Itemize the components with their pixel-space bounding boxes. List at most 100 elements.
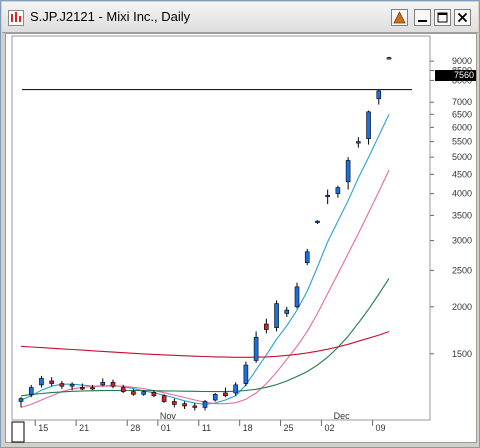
- candle-body: [131, 391, 136, 395]
- y-tick-label: 7000: [452, 97, 472, 107]
- plot-frame: [11, 35, 431, 421]
- window-title: S.JP.J2121 - Mixi Inc., Daily: [30, 9, 191, 24]
- candle: [69, 382, 75, 391]
- candle: [192, 402, 198, 411]
- scroll-handle: [11, 421, 25, 443]
- candle: [212, 392, 218, 402]
- candle: [182, 401, 187, 409]
- y-tick-label: 4500: [452, 169, 472, 179]
- candle-body: [59, 383, 65, 387]
- candle-body: [69, 383, 75, 387]
- x-tick-label: 02: [324, 423, 334, 433]
- candle: [294, 282, 300, 309]
- candle-body: [223, 392, 228, 397]
- candle-body: [161, 395, 167, 402]
- minimize-button[interactable]: [414, 9, 431, 26]
- x-tick-label: 25: [284, 423, 294, 433]
- candle-body: [274, 303, 279, 328]
- minimize-icon: [418, 20, 427, 22]
- candle: [274, 300, 279, 332]
- maximize-button[interactable]: [434, 9, 451, 26]
- ma-mid-line: [20, 169, 390, 408]
- close-icon: [457, 12, 468, 23]
- candle-body: [325, 194, 330, 198]
- candle-body: [28, 387, 34, 395]
- candle: [151, 390, 157, 398]
- candle: [49, 377, 54, 387]
- candle-body: [90, 387, 95, 390]
- candle-body: [304, 251, 310, 264]
- candle-body: [345, 160, 351, 183]
- candle: [141, 390, 146, 396]
- x-tick-label: 18: [243, 423, 253, 433]
- month-label: Nov: [160, 411, 177, 421]
- candle: [59, 380, 65, 389]
- candle-body: [100, 381, 106, 386]
- candle: [28, 384, 34, 398]
- candle-body: [39, 378, 44, 386]
- candle-body: [264, 323, 269, 330]
- alert-button[interactable]: [391, 9, 408, 26]
- candle: [386, 56, 392, 60]
- ma-fast-line: [20, 114, 390, 405]
- candle: [80, 383, 85, 391]
- x-tick-label: 28: [130, 423, 140, 433]
- y-tick-label: 9000: [452, 56, 472, 66]
- candle-body: [233, 384, 238, 394]
- ma-long-line: [20, 331, 390, 358]
- alert-triangle-icon: [393, 11, 406, 24]
- candle-body: [315, 220, 320, 223]
- candle: [100, 378, 106, 387]
- candle-body: [172, 401, 177, 405]
- month-label: Dec: [334, 411, 351, 421]
- candle-body: [141, 391, 146, 395]
- candle-body: [182, 403, 187, 407]
- candle-body: [212, 394, 218, 401]
- candle: [366, 110, 371, 145]
- x-tick-label: 21: [79, 423, 89, 433]
- y-tick-label: 5500: [452, 137, 472, 147]
- x-tick-label: 15: [38, 423, 48, 433]
- title-bar[interactable]: S.JP.J2121 - Mixi Inc., Daily: [2, 2, 478, 33]
- candle: [284, 306, 290, 317]
- candle: [202, 400, 208, 411]
- candle-body: [192, 405, 198, 408]
- current-price-label: 7560: [435, 70, 476, 81]
- candle: [325, 189, 330, 205]
- y-tick-label: 4000: [452, 189, 472, 199]
- candle: [172, 398, 177, 408]
- close-button[interactable]: [454, 9, 471, 26]
- candle-body: [243, 364, 249, 384]
- y-tick-label: 5000: [452, 152, 472, 162]
- candle: [110, 379, 116, 389]
- y-tick-label: 3500: [452, 210, 472, 220]
- candle: [315, 220, 320, 225]
- chart-area[interactable]: 1500 2000 2500 3000 3500 4000 4500 5000 5500 6000…: [5, 33, 477, 443]
- candle: [39, 375, 44, 388]
- candle-body: [386, 57, 392, 60]
- candle: [233, 382, 238, 396]
- candle: [223, 387, 228, 398]
- candle: [253, 331, 259, 363]
- candle: [161, 394, 167, 403]
- candle-body: [49, 380, 54, 384]
- candle-body: [80, 387, 85, 390]
- candle-body: [294, 286, 300, 308]
- x-tick-label: 09: [376, 423, 386, 433]
- y-tick-label: 6500: [452, 109, 472, 119]
- candle: [335, 185, 341, 198]
- candle-body: [253, 336, 259, 361]
- candle-body: [356, 141, 361, 144]
- candle-body: [335, 187, 341, 194]
- y-tick-label: 6000: [452, 122, 472, 132]
- price-chart[interactable]: 1500 2000 2500 3000 3500 4000 4500 5000 5500 6000…: [6, 34, 478, 444]
- candle-body: [202, 401, 208, 408]
- candle: [90, 384, 95, 391]
- candle: [243, 361, 249, 387]
- candle: [345, 157, 351, 190]
- ma-slow-line: [20, 278, 390, 397]
- candle-body: [110, 381, 116, 387]
- x-tick-label: 11: [202, 423, 211, 433]
- y-tick-label: 1500: [452, 349, 472, 359]
